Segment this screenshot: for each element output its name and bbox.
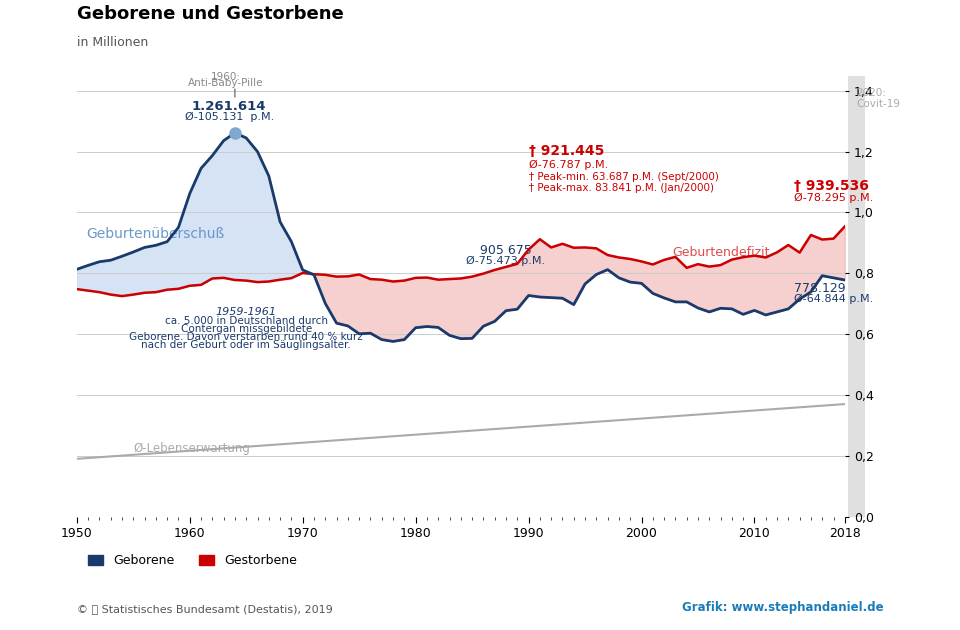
Text: † 921.445: † 921.445 <box>529 144 604 158</box>
Text: ca. 5.000 in Deutschland durch: ca. 5.000 in Deutschland durch <box>165 316 327 326</box>
Text: 778.129: 778.129 <box>794 282 846 295</box>
Text: Geburtenüberschuß: Geburtenüberschuß <box>86 227 225 241</box>
Text: Anti-Baby-Pille: Anti-Baby-Pille <box>188 77 264 88</box>
Text: 1959-1961: 1959-1961 <box>216 307 276 317</box>
Text: 2020:
Covit-19: 2020: Covit-19 <box>856 88 900 110</box>
Text: Ø-Lebenserwartung: Ø-Lebenserwartung <box>133 442 251 455</box>
Text: † Peak-min. 63.687 p.M. (Sept/2000): † Peak-min. 63.687 p.M. (Sept/2000) <box>529 172 718 182</box>
Text: 905 675: 905 675 <box>480 244 532 256</box>
Text: Ø-64.844 p.M.: Ø-64.844 p.M. <box>794 294 874 304</box>
Text: Ø-76.787 p.M.: Ø-76.787 p.M. <box>529 159 608 170</box>
Text: Grafik: www.stephandaniel.de: Grafik: www.stephandaniel.de <box>682 601 883 614</box>
Text: 1960:: 1960: <box>211 72 241 82</box>
Text: Geburtendefizit: Geburtendefizit <box>672 246 769 258</box>
Text: © 📊 Statistisches Bundesamt (Destatis), 2019: © 📊 Statistisches Bundesamt (Destatis), … <box>77 604 332 614</box>
Text: † 939.536: † 939.536 <box>794 179 869 193</box>
Text: 1.261.614: 1.261.614 <box>192 100 267 113</box>
Text: Geborene und Gestorbene: Geborene und Gestorbene <box>77 4 344 23</box>
Text: Ø-75.473 p.M.: Ø-75.473 p.M. <box>467 256 545 266</box>
Text: Contergan missgebildete: Contergan missgebildete <box>180 324 312 335</box>
Text: Ø-78.295 p.M.: Ø-78.295 p.M. <box>794 193 874 203</box>
Text: † Peak-max. 83.841 p.M. (Jan/2000): † Peak-max. 83.841 p.M. (Jan/2000) <box>529 183 713 193</box>
Legend: Geborene, Gestorbene: Geborene, Gestorbene <box>84 549 302 572</box>
Text: Ø-105.131  p.M.: Ø-105.131 p.M. <box>184 112 274 122</box>
Text: nach der Geburt oder im Säuglingsalter.: nach der Geburt oder im Säuglingsalter. <box>141 340 351 350</box>
Text: in Millionen: in Millionen <box>77 36 148 49</box>
Text: Geborene. Davon verstarben rund 40 % kurz: Geborene. Davon verstarben rund 40 % kur… <box>130 332 363 342</box>
FancyBboxPatch shape <box>849 76 865 517</box>
